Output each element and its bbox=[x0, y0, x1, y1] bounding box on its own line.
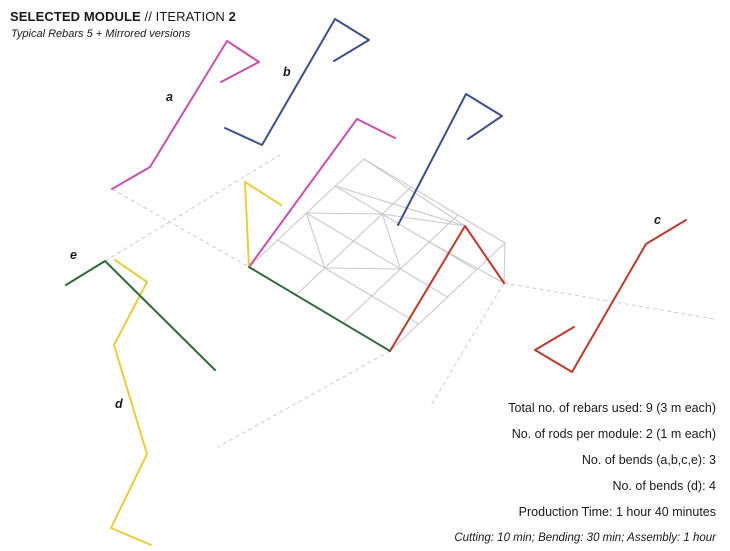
svg-text:a: a bbox=[166, 90, 173, 104]
svg-text:e: e bbox=[70, 248, 77, 262]
svg-text:c: c bbox=[654, 213, 661, 227]
svg-text:b: b bbox=[283, 65, 291, 79]
svg-text:d: d bbox=[115, 397, 123, 411]
